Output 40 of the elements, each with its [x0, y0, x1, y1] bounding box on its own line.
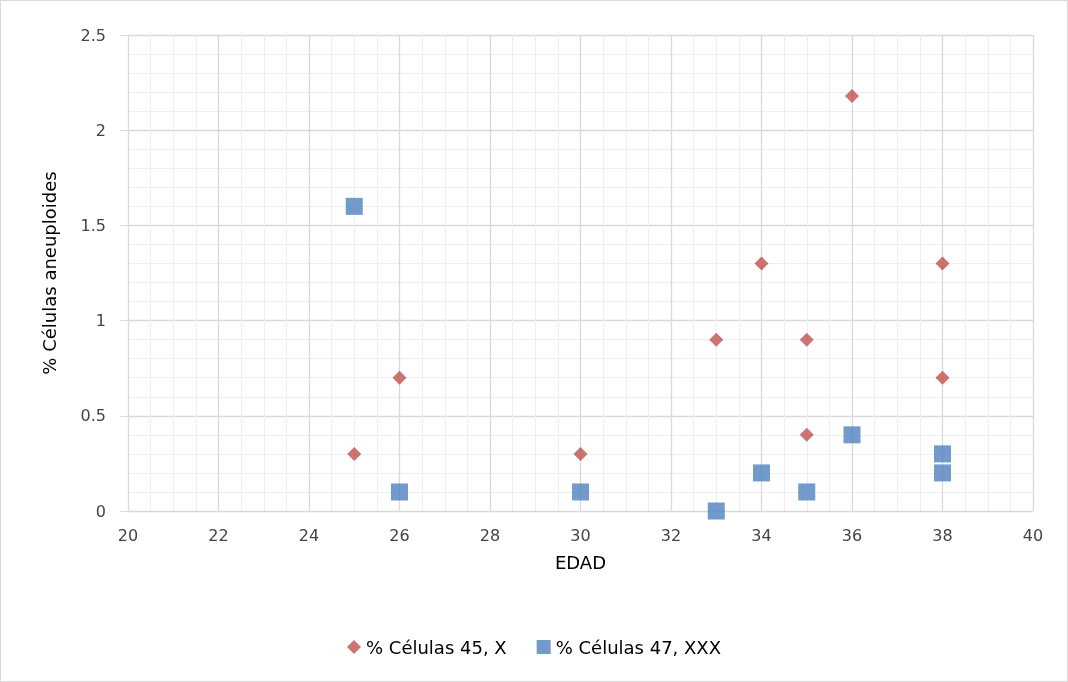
point: [934, 445, 951, 463]
y-axis-title: % Células aneuploides: [38, 171, 60, 375]
x-tick-label: 20: [117, 525, 139, 545]
point: [345, 197, 363, 215]
legend-label: % Células 47, XXX: [555, 636, 722, 658]
point: [392, 370, 407, 385]
point: [753, 464, 770, 482]
x-tick-label: 40: [1022, 525, 1044, 545]
y-tick-label: 1: [95, 311, 106, 331]
point: [935, 256, 950, 271]
x-axis-title: EDAD: [554, 551, 607, 573]
x-tick-label: 38: [932, 525, 953, 545]
point: [572, 483, 589, 501]
y-tick-label: 0.5: [80, 406, 106, 426]
point: [845, 88, 859, 103]
x-tick-label: 30: [570, 525, 591, 545]
point: [843, 426, 861, 444]
x-tick-label: 28: [479, 525, 501, 545]
point: [707, 502, 725, 520]
point: [799, 332, 814, 347]
point: [347, 446, 362, 461]
point: [934, 464, 951, 482]
point: [799, 427, 814, 442]
x-tick-label: 26: [389, 525, 410, 545]
y-tick-label: 2.5: [80, 25, 106, 45]
point: [709, 332, 724, 347]
y-tick-label: 1.5: [80, 215, 106, 235]
point: [391, 483, 408, 501]
point: [935, 370, 950, 385]
x-tick-label: 24: [298, 525, 320, 545]
x-tick-label: 32: [660, 525, 682, 545]
y-tick-label: 0: [95, 501, 106, 521]
x-tick-label: 36: [841, 525, 863, 545]
y-tick-label: 2: [95, 120, 106, 140]
point: [754, 256, 769, 271]
point: [798, 483, 816, 501]
legend-label: % Células 45, X: [365, 636, 507, 658]
x-tick-label: 22: [208, 525, 229, 545]
point: [573, 446, 588, 461]
x-tick-label: 34: [751, 525, 772, 545]
